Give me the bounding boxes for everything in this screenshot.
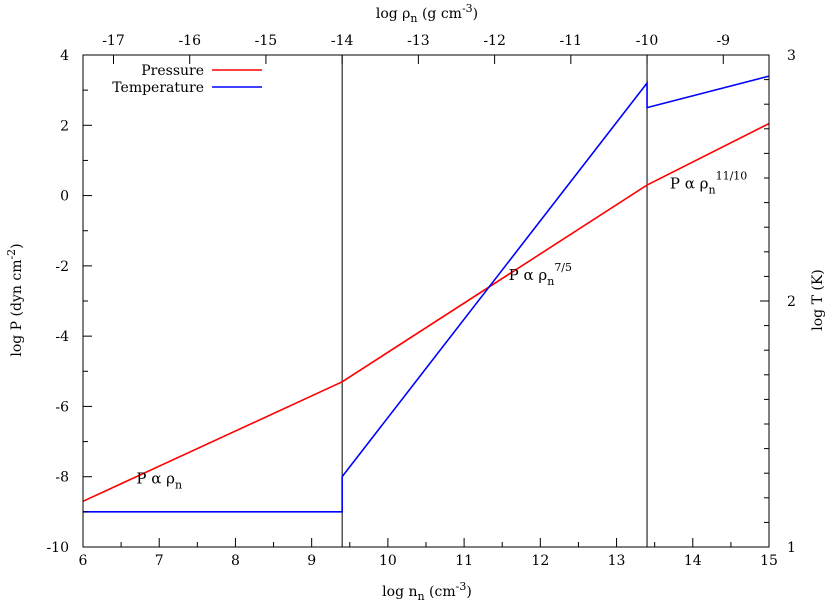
annotations: P α ρn P α ρn7/5 P α ρn11/10	[136, 170, 747, 492]
x2-tick-label-6: -11	[560, 33, 583, 49]
y-axis-label: log P (dyn cm-2)	[5, 243, 25, 356]
annotation-linear: P α ρn	[136, 470, 182, 492]
y-tick-label-2: -6	[55, 399, 69, 415]
x2-tick-label-7: -10	[636, 33, 659, 49]
y2-axis-label: log T (K)	[810, 269, 826, 331]
annotation-seven-fifths: P α ρn7/5	[509, 261, 572, 288]
x2-axis-label: log ρn (g cm-3)	[376, 2, 478, 25]
y-tick-label-6: 2	[60, 118, 69, 134]
x2-tick-label-4: -13	[407, 33, 430, 49]
plot-frame	[82, 54, 770, 548]
series-layer	[82, 75, 770, 513]
x-tick-label-1: 7	[155, 553, 164, 569]
x-tick-label-4: 10	[379, 553, 397, 569]
y2-tick-label-2: 3	[787, 48, 796, 64]
x2-tick-label-0: -17	[102, 33, 125, 49]
x-tick-label-6: 12	[531, 553, 549, 569]
vertical-lines	[341, 55, 648, 547]
x-tick-label-8: 14	[684, 553, 702, 569]
legend-label-pressure: Pressure	[141, 63, 204, 79]
tick-labels: 6 7 8 9 10 11 12 13 14 15-17 -16 -15 -14 -13 -12 -11 -10…	[46, 33, 795, 569]
x2-tick-label-5: -12	[483, 33, 506, 49]
x2-tick-label-8: -9	[716, 33, 730, 49]
x-tick-label-0: 6	[79, 553, 88, 569]
y-tick-label-4: -2	[55, 259, 69, 275]
x-tick-label-5: 11	[455, 553, 473, 569]
y-tick-label-0: -10	[46, 540, 69, 556]
series-line-temperature	[83, 75, 770, 513]
annotation-eleven-tenths: P α ρn11/10	[670, 170, 747, 197]
y-tick-label-1: -8	[55, 470, 69, 486]
ticks	[82, 54, 770, 548]
legend-label-temperature: Temperature	[112, 80, 204, 96]
x2-tick-label-2: -15	[255, 33, 278, 49]
x2-tick-label-3: -14	[331, 33, 354, 49]
x-tick-label-7: 13	[608, 553, 626, 569]
y2-tick-label-0: 1	[787, 540, 796, 556]
x-tick-label-9: 15	[760, 553, 778, 569]
x-axis-label: log nn (cm-3)	[382, 580, 472, 602]
x-tick-label-2: 8	[231, 553, 240, 569]
y2-tick-label-1: 2	[787, 294, 796, 310]
x2-tick-label-1: -16	[178, 33, 201, 49]
y-tick-label-7: 4	[60, 48, 69, 64]
series-line-pressure	[82, 122, 770, 503]
y-tick-label-5: 0	[60, 189, 69, 205]
y-tick-label-3: -4	[55, 329, 69, 345]
legend: Pressure Temperature	[112, 63, 262, 96]
x-tick-label-3: 9	[307, 553, 316, 569]
